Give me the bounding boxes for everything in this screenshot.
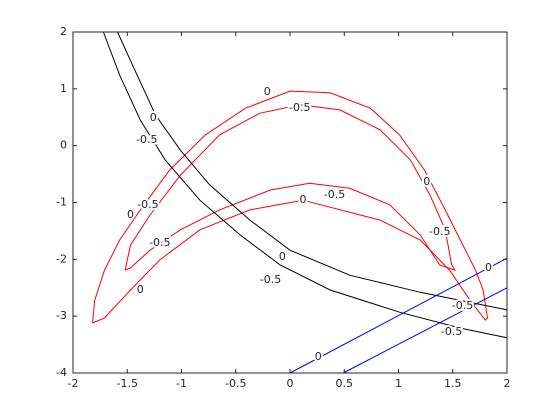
y-tick-label: 1 [60, 82, 67, 95]
x-tick-label: -0.5 [225, 377, 246, 390]
contour-label: 0 [423, 175, 430, 188]
contour-label: -0.5 [149, 236, 170, 249]
contour-line [124, 104, 457, 272]
contour-label: 0 [264, 85, 271, 98]
y-tick-label: -1 [56, 196, 67, 209]
contour-label: 0 [485, 261, 492, 274]
y-tick-label: 0 [60, 139, 67, 152]
x-tick-label: 2 [504, 377, 511, 390]
contour-labels: 00000-0.5-0.5-0.5-0.5-0.500-0.5-0.5-0.50… [125, 83, 494, 365]
x-tick-label: 1 [395, 377, 402, 390]
contour-line [342, 287, 508, 374]
y-tick-label: -3 [56, 309, 67, 322]
contour-label: -0.5 [441, 325, 462, 338]
contour-label: 0 [279, 250, 286, 263]
y-tick-label: -2 [56, 252, 67, 265]
y-tick-label: -4 [56, 366, 67, 379]
contour-line [289, 257, 508, 374]
contour-label: 0 [315, 350, 322, 363]
x-tick-label: -1 [176, 377, 187, 390]
contour-line [102, 31, 508, 339]
contour-label: -0.5 [429, 225, 450, 238]
x-tick-label: -1.5 [117, 377, 138, 390]
contour-label: 0 [300, 193, 307, 206]
contour-label: 0 [137, 283, 144, 296]
contour-label: 0 [150, 111, 157, 124]
contour-label: -0.5 [136, 133, 157, 146]
contour-label: 0 [127, 208, 134, 221]
contour-label: -0.5 [260, 273, 281, 286]
contour-label: -0.5 [289, 101, 310, 114]
contour-label: -0.5 [452, 299, 473, 312]
x-tick-label: -2 [68, 377, 79, 390]
contours [92, 31, 508, 374]
contour-line [117, 31, 508, 311]
x-tick-label: 0.5 [336, 377, 354, 390]
contour-label: -0.5 [324, 188, 345, 201]
x-tick-label: 1.5 [444, 377, 462, 390]
y-tick-label: 2 [60, 25, 67, 38]
contour-label: -0.5 [137, 198, 158, 211]
x-tick-label: 0 [287, 377, 294, 390]
